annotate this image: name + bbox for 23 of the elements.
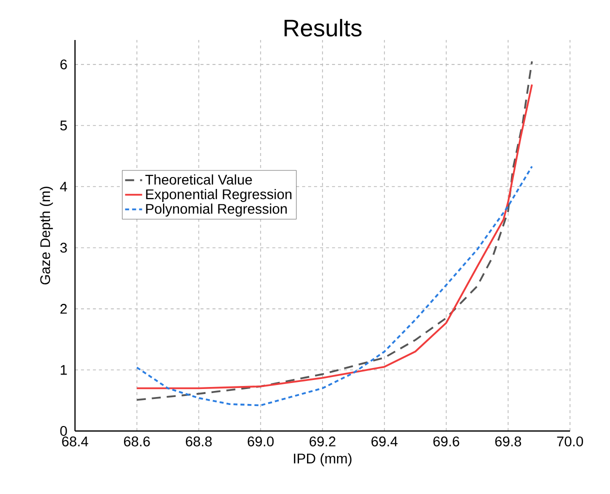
x-axis-title: IPD (mm): [294, 453, 352, 466]
x-tick-label: 69.0: [248, 436, 274, 446]
x-tick-label: 69.6: [433, 436, 460, 446]
legend-label: Exponential Regression: [146, 188, 292, 202]
line-series: [136, 166, 533, 406]
chart-title: Results: [284, 18, 362, 37]
y-axis-title: Gaze Depth (m): [40, 186, 53, 284]
y-tick-label: 1: [60, 365, 67, 375]
legend-label: Theoretical Value: [145, 174, 252, 185]
x-tick-label: 70.0: [557, 436, 584, 446]
x-tick-label: 69.4: [372, 436, 398, 446]
y-tick-label: 2: [60, 304, 67, 314]
y-tick-label: 6: [60, 59, 67, 70]
x-tick-label: 68.8: [186, 436, 212, 446]
x-tick-label: 69.2: [310, 436, 336, 446]
y-tick-label: 4: [60, 182, 68, 192]
x-tick-label: 68.6: [124, 436, 150, 446]
y-tick-label: 0: [60, 426, 67, 436]
y-tick-label: 3: [60, 242, 67, 253]
x-tick-label: 68.4: [62, 436, 88, 446]
x-tick-label: 69.8: [495, 436, 522, 446]
y-tick-label: 5: [60, 120, 67, 130]
legend-label: Polynomial Regression: [146, 204, 287, 217]
